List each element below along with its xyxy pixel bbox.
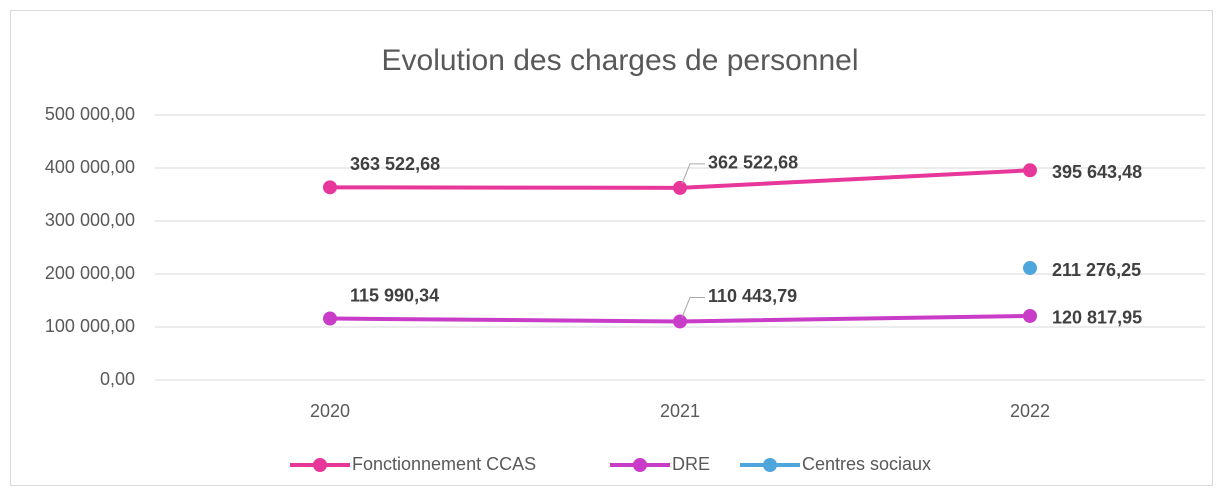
data-label: 395 643,48: [1052, 162, 1142, 182]
legend-marker: [763, 458, 777, 472]
legend-label: Centres sociaux: [802, 454, 931, 474]
data-point: [673, 314, 687, 329]
y-tick-label: 300 000,00: [45, 210, 135, 230]
y-tick-label: 500 000,00: [45, 104, 135, 124]
data-label: 110 443,79: [708, 286, 797, 306]
data-point: [1023, 261, 1037, 276]
data-label: 362 522,68: [708, 153, 798, 173]
y-tick-label: 200 000,00: [45, 263, 135, 283]
data-point: [323, 180, 337, 195]
data-label: 363 522,68: [350, 154, 440, 174]
legend-marker: [313, 458, 327, 472]
x-tick-label: 2021: [660, 401, 700, 421]
y-tick-label: 0,00: [100, 369, 135, 389]
legend-label: Fonctionnement CCAS: [352, 454, 536, 474]
leader-line: [681, 296, 705, 318]
legend-marker: [633, 458, 647, 472]
x-tick-label: 2022: [1010, 401, 1050, 421]
y-tick-label: 100 000,00: [45, 316, 135, 336]
data-point: [673, 180, 687, 195]
leader-line: [681, 163, 705, 185]
data-label: 115 990,34: [350, 285, 439, 305]
data-point: [1023, 163, 1037, 178]
data-label: 120 817,95: [1052, 308, 1142, 328]
chart-title: Evolution des charges de personnel: [382, 44, 859, 77]
data-point: [323, 311, 337, 326]
y-tick-label: 400 000,00: [45, 157, 135, 177]
legend-label: DRE: [672, 454, 710, 474]
data-label: 211 276,25: [1052, 260, 1141, 280]
x-tick-label: 2020: [310, 401, 350, 421]
chart-border: [10, 10, 1213, 486]
data-point: [1023, 308, 1037, 323]
